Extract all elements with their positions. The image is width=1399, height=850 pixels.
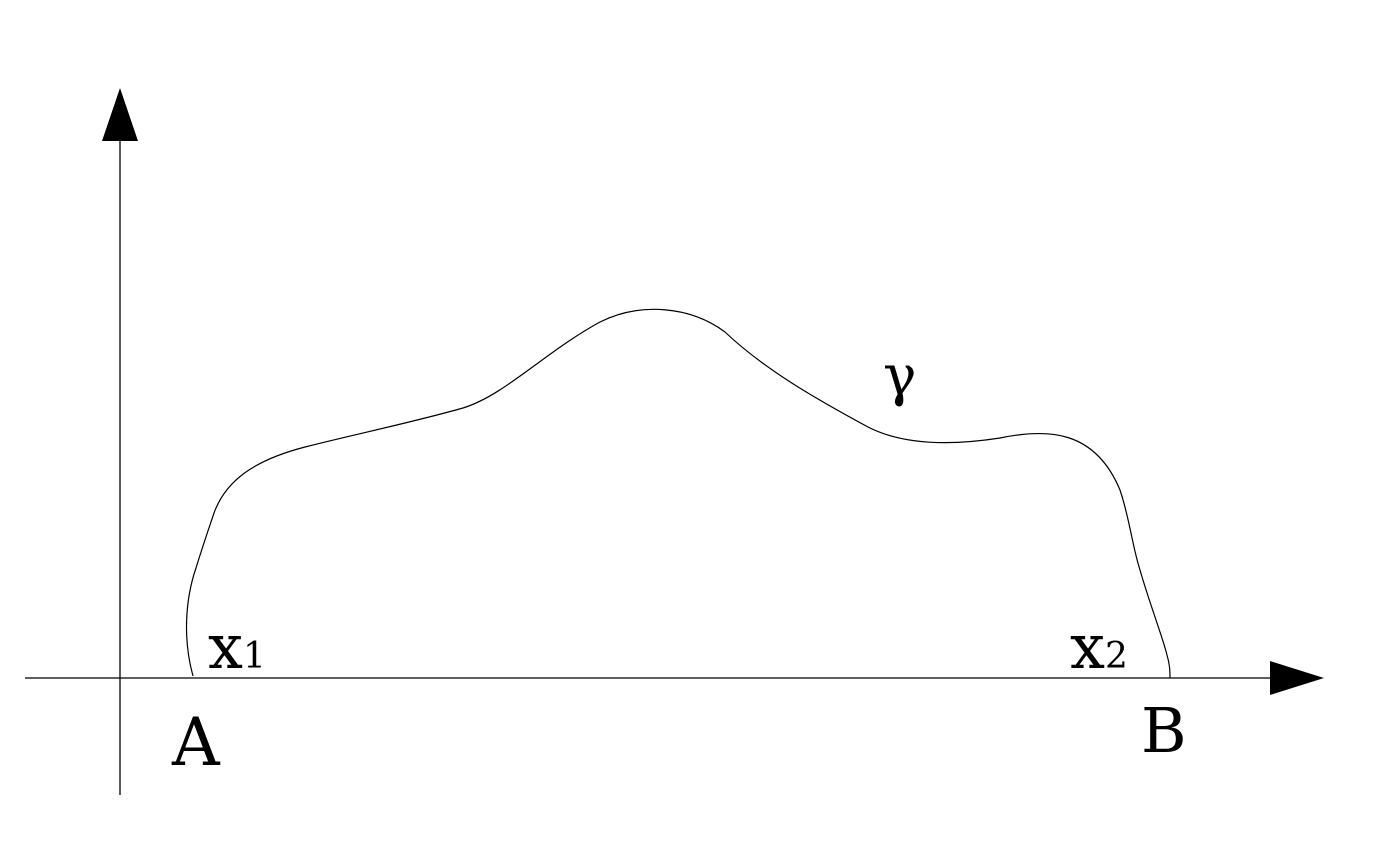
x-axis-arrowhead [1270, 661, 1324, 695]
x2-label: x2 [1070, 610, 1128, 683]
x1-label-base: x [208, 610, 243, 683]
curve-gamma [185, 308, 1171, 679]
x1-label-subscript: 1 [243, 636, 266, 677]
x2-label-base: x [1070, 610, 1105, 683]
point-label-a: A [171, 704, 221, 781]
y-axis-arrowhead [102, 88, 138, 141]
curve-label-gamma: γ [883, 344, 916, 409]
x1-label: x1 [208, 610, 266, 683]
x2-label-subscript: 2 [1105, 636, 1128, 677]
point-label-b: B [1141, 694, 1187, 767]
